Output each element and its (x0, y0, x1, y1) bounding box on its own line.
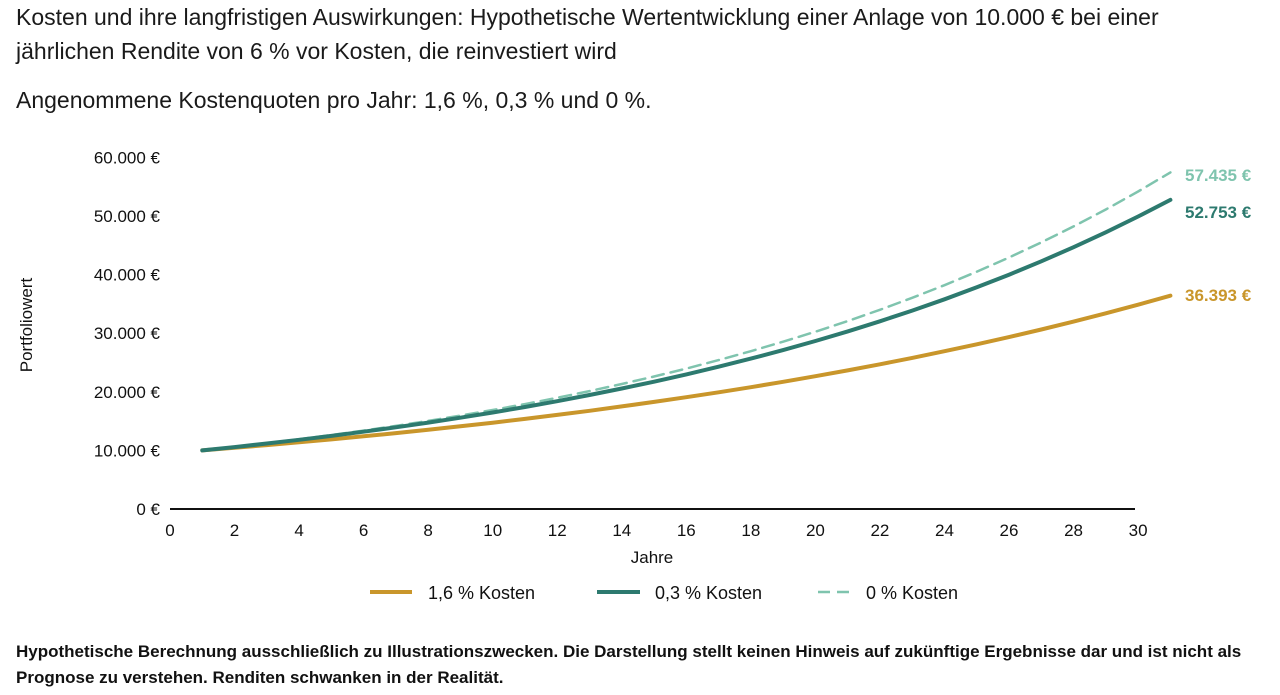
series-line-3 (201, 171, 1172, 452)
end-value-label: 36.393 € (1185, 286, 1252, 305)
chart-title: Kosten und ihre langfristigen Auswirkung… (16, 4, 1159, 64)
legend-label: 1,6 % Kosten (428, 583, 535, 603)
series-line-2 (200, 197, 1173, 453)
y-tick-label: 20.000 € (94, 383, 161, 402)
x-tick-label: 4 (294, 521, 303, 540)
x-axis-title: Jahre (631, 548, 674, 567)
chart-subtitle: Angenommene Kostenquoten pro Jahr: 1,6 %… (16, 87, 652, 113)
x-tick-label: 8 (423, 521, 432, 540)
disclaimer-footnote: Hypothetische Berechnung ausschließlich … (16, 642, 1242, 687)
x-tick-label: 2 (230, 521, 239, 540)
y-axis-title: Portfoliowert (17, 277, 36, 372)
x-tick-label: 0 (165, 521, 174, 540)
line-chart: 0 € 10.000 € 20.000 € 30.000 € 40.000 € 50.00… (17, 148, 1252, 603)
x-tick-label: 28 (1064, 521, 1083, 540)
series-line-1 (200, 293, 1173, 453)
x-tick-label: 12 (548, 521, 567, 540)
x-tick-label: 30 (1129, 521, 1148, 540)
legend-label: 0 % Kosten (866, 583, 958, 603)
y-tick-label: 40.000 € (94, 266, 161, 285)
x-tick-label: 10 (483, 521, 502, 540)
end-value-label: 52.753 € (1185, 203, 1252, 222)
legend-label: 0,3 % Kosten (655, 583, 762, 603)
y-tick-label: 30.000 € (94, 324, 161, 343)
y-tick-label: 50.000 € (94, 207, 161, 226)
x-tick-label: 16 (677, 521, 696, 540)
x-tick-label: 24 (935, 521, 954, 540)
x-tick-label: 26 (1000, 521, 1019, 540)
y-tick-label: 60.000 € (94, 148, 161, 167)
y-tick-label: 0 € (136, 500, 160, 519)
y-tick-label: 10.000 € (94, 441, 161, 460)
x-tick-label: 6 (359, 521, 368, 540)
x-tick-label: 20 (806, 521, 825, 540)
x-tick-label: 18 (741, 521, 760, 540)
x-tick-label: 22 (870, 521, 889, 540)
end-value-label: 57.435 € (1185, 166, 1252, 185)
x-tick-label: 14 (612, 521, 631, 540)
